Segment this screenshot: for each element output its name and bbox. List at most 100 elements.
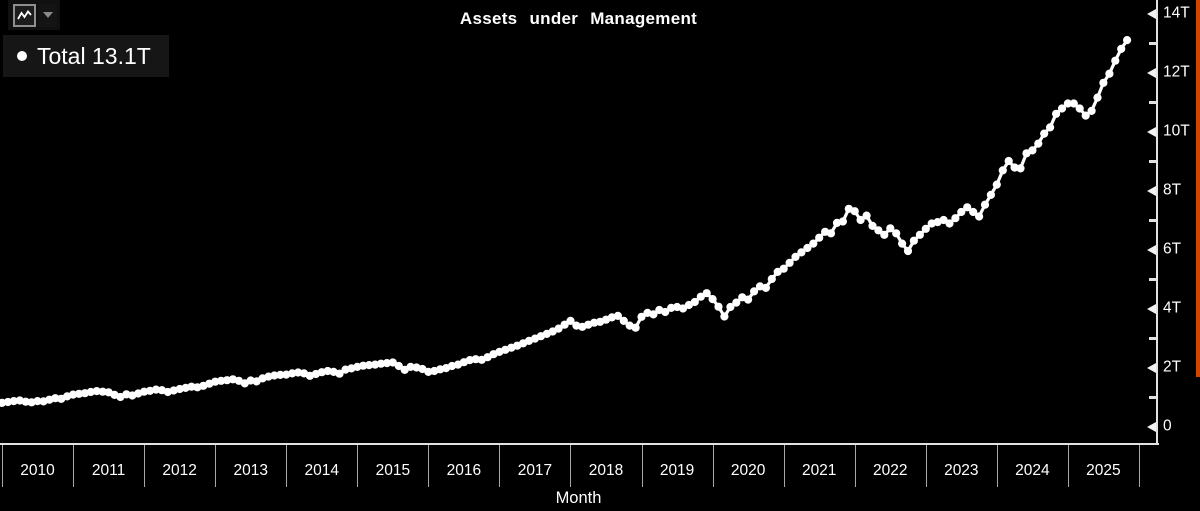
data-point-marker[interactable] bbox=[74, 389, 84, 398]
data-point-marker[interactable] bbox=[785, 258, 794, 267]
data-point-marker[interactable] bbox=[1093, 93, 1102, 102]
data-point-marker[interactable] bbox=[1063, 99, 1072, 108]
data-point-marker[interactable] bbox=[151, 385, 161, 394]
data-point-marker[interactable] bbox=[406, 362, 415, 371]
data-point-marker[interactable] bbox=[661, 307, 670, 317]
data-point-marker[interactable] bbox=[880, 230, 889, 239]
data-point-marker[interactable] bbox=[773, 267, 782, 276]
data-point-marker[interactable] bbox=[791, 252, 800, 261]
data-point-marker[interactable] bbox=[1087, 106, 1096, 115]
data-point-marker[interactable] bbox=[690, 297, 699, 307]
data-point-marker[interactable] bbox=[761, 283, 771, 292]
data-point-marker[interactable] bbox=[566, 316, 575, 325]
data-point-marker[interactable] bbox=[921, 224, 930, 233]
data-point-marker[interactable] bbox=[915, 230, 925, 239]
data-point-marker[interactable] bbox=[980, 200, 990, 209]
data-point-marker[interactable] bbox=[98, 387, 107, 396]
legend-item-total[interactable]: Total 13.1T bbox=[3, 35, 169, 77]
data-point-marker[interactable] bbox=[678, 304, 688, 313]
data-point-marker[interactable] bbox=[903, 246, 913, 256]
data-point-marker[interactable] bbox=[838, 217, 848, 226]
data-point-marker[interactable] bbox=[1034, 139, 1043, 148]
data-point-marker[interactable] bbox=[359, 361, 368, 370]
data-point-marker[interactable] bbox=[1099, 78, 1108, 87]
data-point-marker[interactable] bbox=[696, 292, 705, 301]
data-point-marker[interactable] bbox=[560, 320, 569, 329]
data-point-marker[interactable] bbox=[1004, 156, 1013, 166]
data-point-marker[interactable] bbox=[394, 361, 403, 371]
data-point-marker[interactable] bbox=[850, 207, 859, 216]
data-point-marker[interactable] bbox=[892, 229, 901, 238]
scrollbar-accent-strip[interactable] bbox=[1196, 0, 1200, 377]
data-point-marker[interactable] bbox=[649, 310, 658, 319]
plot-area[interactable] bbox=[0, 0, 1160, 446]
data-point-marker[interactable] bbox=[270, 371, 279, 380]
data-point-marker[interactable] bbox=[388, 358, 397, 367]
data-point-marker[interactable] bbox=[217, 376, 226, 385]
data-point-marker[interactable] bbox=[779, 264, 788, 273]
data-point-marker[interactable] bbox=[797, 248, 806, 257]
data-point-marker[interactable] bbox=[963, 203, 972, 212]
data-point-marker[interactable] bbox=[631, 323, 640, 332]
data-point-marker[interactable] bbox=[750, 287, 759, 296]
data-point-marker[interactable] bbox=[909, 236, 919, 245]
data-point-marker[interactable] bbox=[1046, 123, 1055, 132]
data-point-marker[interactable] bbox=[726, 302, 735, 312]
data-point-marker[interactable] bbox=[939, 215, 948, 225]
data-point-marker[interactable] bbox=[815, 233, 824, 242]
data-point-marker[interactable] bbox=[998, 166, 1007, 175]
data-point-marker[interactable] bbox=[637, 312, 646, 321]
data-point-marker[interactable] bbox=[335, 369, 344, 378]
data-point-marker[interactable] bbox=[382, 359, 391, 368]
data-point-marker[interactable] bbox=[714, 302, 723, 311]
data-point-marker[interactable] bbox=[702, 289, 711, 298]
data-point-marker[interactable] bbox=[1111, 56, 1120, 65]
data-point-marker[interactable] bbox=[1040, 129, 1049, 138]
data-point-marker[interactable] bbox=[951, 214, 960, 223]
data-point-marker[interactable] bbox=[886, 224, 895, 233]
data-point-marker[interactable] bbox=[1052, 109, 1061, 118]
data-point-marker[interactable] bbox=[1028, 146, 1037, 155]
data-point-marker[interactable] bbox=[803, 243, 812, 253]
chart-type-button[interactable] bbox=[13, 3, 36, 27]
data-point-marker[interactable] bbox=[376, 359, 386, 368]
data-point-marker[interactable] bbox=[276, 370, 285, 379]
chart-type-dropdown-button[interactable] bbox=[39, 3, 57, 27]
data-point-marker[interactable] bbox=[92, 387, 101, 396]
data-point-marker[interactable] bbox=[1016, 164, 1025, 173]
data-point-marker[interactable] bbox=[471, 355, 480, 364]
data-point-marker[interactable] bbox=[744, 295, 753, 304]
data-point-marker[interactable] bbox=[868, 221, 877, 230]
data-point-marker[interactable] bbox=[51, 394, 60, 403]
data-point-marker[interactable] bbox=[708, 295, 717, 304]
data-point-marker[interactable] bbox=[1057, 104, 1067, 113]
data-point-marker[interactable] bbox=[975, 212, 984, 221]
data-point-marker[interactable] bbox=[945, 219, 954, 228]
data-point-marker[interactable] bbox=[1075, 104, 1084, 113]
data-point-marker[interactable] bbox=[187, 382, 196, 391]
data-point-marker[interactable] bbox=[856, 215, 865, 225]
data-point-marker[interactable] bbox=[1105, 69, 1114, 78]
data-point-marker[interactable] bbox=[1069, 99, 1078, 108]
data-point-marker[interactable] bbox=[809, 239, 818, 248]
data-point-marker[interactable] bbox=[1123, 36, 1132, 45]
data-point-marker[interactable] bbox=[898, 239, 907, 248]
data-point-marker[interactable] bbox=[613, 311, 623, 320]
data-point-marker[interactable] bbox=[986, 190, 996, 199]
data-point-marker[interactable] bbox=[992, 180, 1001, 189]
data-point-marker[interactable] bbox=[33, 397, 42, 406]
data-point-marker[interactable] bbox=[826, 229, 836, 238]
data-point-marker[interactable] bbox=[732, 298, 741, 307]
data-point-marker[interactable] bbox=[365, 361, 374, 370]
data-point-marker[interactable] bbox=[969, 207, 978, 217]
data-point-marker[interactable] bbox=[862, 211, 871, 220]
data-point-marker[interactable] bbox=[9, 397, 18, 406]
data-point-marker[interactable] bbox=[767, 274, 776, 284]
data-point-marker[interactable] bbox=[619, 316, 628, 325]
data-point-marker[interactable] bbox=[21, 397, 30, 406]
data-point-marker[interactable] bbox=[1081, 111, 1090, 120]
data-point-marker[interactable] bbox=[1117, 44, 1126, 54]
data-point-marker[interactable] bbox=[874, 226, 883, 235]
data-point-marker[interactable] bbox=[720, 312, 729, 321]
data-point-marker[interactable] bbox=[554, 324, 563, 333]
